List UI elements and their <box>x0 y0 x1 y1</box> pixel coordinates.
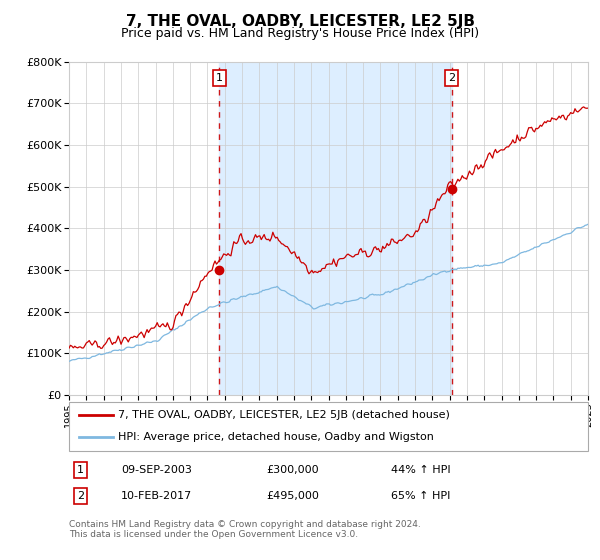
Text: 2: 2 <box>448 73 455 83</box>
Text: 44% ↑ HPI: 44% ↑ HPI <box>391 465 451 475</box>
Text: 65% ↑ HPI: 65% ↑ HPI <box>391 491 450 501</box>
Text: £300,000: £300,000 <box>266 465 319 475</box>
Text: Contains HM Land Registry data © Crown copyright and database right 2024.
This d: Contains HM Land Registry data © Crown c… <box>69 520 421 539</box>
Text: HPI: Average price, detached house, Oadby and Wigston: HPI: Average price, detached house, Oadb… <box>118 432 434 442</box>
Text: Price paid vs. HM Land Registry's House Price Index (HPI): Price paid vs. HM Land Registry's House … <box>121 27 479 40</box>
Text: £495,000: £495,000 <box>266 491 319 501</box>
Text: 2: 2 <box>77 491 84 501</box>
Text: 7, THE OVAL, OADBY, LEICESTER, LE2 5JB: 7, THE OVAL, OADBY, LEICESTER, LE2 5JB <box>125 14 475 29</box>
FancyBboxPatch shape <box>69 402 588 451</box>
Text: 09-SEP-2003: 09-SEP-2003 <box>121 465 192 475</box>
Text: 1: 1 <box>77 465 84 475</box>
Text: 7, THE OVAL, OADBY, LEICESTER, LE2 5JB (detached house): 7, THE OVAL, OADBY, LEICESTER, LE2 5JB (… <box>118 410 450 420</box>
Bar <box>220 62 452 395</box>
Text: 10-FEB-2017: 10-FEB-2017 <box>121 491 192 501</box>
Text: 1: 1 <box>216 73 223 83</box>
